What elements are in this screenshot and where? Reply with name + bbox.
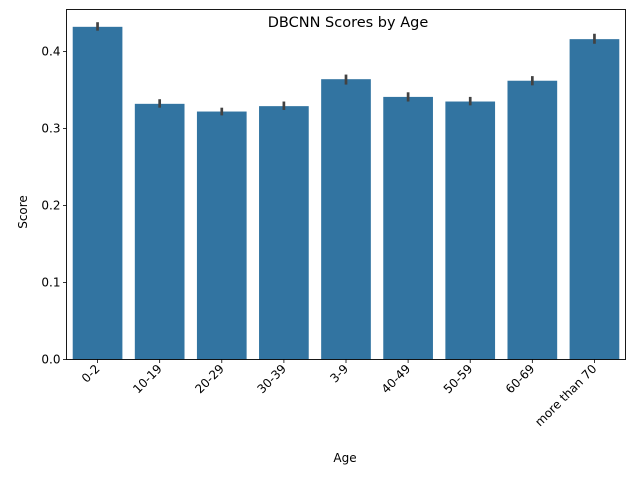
bar: [196, 111, 247, 360]
y-tick-label: 0.2: [41, 199, 60, 213]
bar: [569, 39, 620, 360]
y-tick-label: 0.1: [41, 276, 60, 290]
bar: [445, 101, 496, 360]
x-tick-label: 0-2: [79, 362, 103, 386]
y-tick-label: 0.0: [41, 353, 60, 367]
x-tick-label: 40-49: [379, 362, 414, 397]
x-tick-label: 10-19: [130, 362, 165, 397]
x-tick-label: 50-59: [441, 362, 476, 397]
bar: [383, 96, 433, 360]
y-axis-label: Score: [16, 195, 30, 229]
chart-title: DBCNN Scores by Age: [268, 15, 429, 31]
bar: [507, 80, 558, 360]
x-tick-label: 3-9: [327, 362, 351, 386]
y-axis: 0.0 0.1 0.2 0.3 0.4: [41, 45, 67, 367]
bar: [259, 106, 309, 360]
x-tick-label: 20-29: [192, 362, 227, 397]
plot-area: [72, 22, 620, 360]
x-axis-label: Age: [333, 451, 356, 465]
bar: [72, 26, 123, 360]
x-tick-label: 60-69: [503, 362, 538, 397]
y-tick-label: 0.3: [41, 122, 60, 136]
bar: [321, 79, 371, 360]
x-tick-label: 30-39: [254, 362, 289, 397]
x-tick-label: more than 70: [532, 362, 599, 429]
bar: [134, 103, 185, 360]
x-axis: 0-2 10-19 20-29 30-39 3-9 40-49 50-59 60-69more…: [79, 359, 600, 429]
y-tick-label: 0.4: [41, 45, 60, 59]
